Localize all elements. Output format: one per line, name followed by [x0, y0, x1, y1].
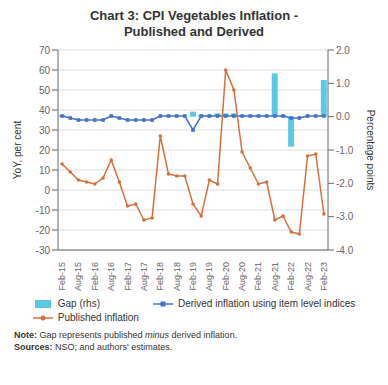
html-text:Published inflation: Published inflation — [57, 312, 139, 323]
svg-text:Aug-19: Aug-19 — [204, 262, 214, 291]
svg-text:-2.0: -2.0 — [336, 178, 354, 189]
svg-text:Feb-19: Feb-19 — [188, 262, 198, 291]
html-text:Note: Gap represents published: Note: Gap represents published minus der… — [14, 330, 238, 340]
svg-text:60: 60 — [39, 65, 51, 76]
svg-text:30: 30 — [39, 125, 51, 136]
html-text:Published and Derived: Published and Derived — [123, 24, 265, 39]
svg-text:Feb-22: Feb-22 — [286, 262, 296, 291]
svg-text:Feb-20: Feb-20 — [221, 262, 231, 291]
svg-text:Percentage points: Percentage points — [365, 110, 376, 191]
svg-text:0.0: 0.0 — [336, 111, 350, 122]
html-text:Chart 3: CPI Vegetables Inflat: Chart 3: CPI Vegetables Inflation - — [90, 8, 298, 23]
svg-text:Feb-17: Feb-17 — [123, 262, 133, 291]
svg-text:10: 10 — [39, 165, 51, 176]
svg-text:Aug-21: Aug-21 — [270, 262, 280, 291]
svg-text:-3.0: -3.0 — [336, 211, 354, 222]
svg-text:1.0: 1.0 — [336, 78, 350, 89]
svg-text:Feb-21: Feb-21 — [253, 262, 263, 291]
svg-text:2.0: 2.0 — [336, 45, 350, 56]
svg-text:Aug-16: Aug-16 — [106, 262, 116, 291]
svg-text:-4.0: -4.0 — [336, 245, 354, 256]
svg-text:-30: -30 — [36, 245, 51, 256]
svg-text:Feb-23: Feb-23 — [319, 262, 329, 291]
svg-text:Feb-18: Feb-18 — [155, 262, 165, 291]
html-text:Gap (rhs): Gap (rhs) — [57, 298, 100, 309]
html-text:Derived inflation using item l: Derived inflation using item level indic… — [177, 298, 356, 309]
svg-text:Feb-16: Feb-16 — [90, 262, 100, 291]
svg-text:Aug-20: Aug-20 — [237, 262, 247, 291]
svg-text:Aug-22: Aug-22 — [303, 262, 313, 291]
svg-text:40: 40 — [39, 105, 51, 116]
svg-text:-1.0: -1.0 — [336, 145, 354, 156]
svg-text:Aug-18: Aug-18 — [172, 262, 182, 291]
html-text:Sources: NSO; and authors' est: Sources: NSO; and authors' estimates. — [14, 342, 173, 352]
svg-text:20: 20 — [39, 145, 51, 156]
svg-text:0: 0 — [44, 185, 50, 196]
svg-text:-20: -20 — [36, 225, 51, 236]
svg-text:-10: -10 — [36, 205, 51, 216]
svg-text:50: 50 — [39, 85, 51, 96]
svg-text:Aug-17: Aug-17 — [139, 262, 149, 291]
svg-text:YoY, per cent: YoY, per cent — [12, 121, 23, 180]
svg-text:Feb-15: Feb-15 — [57, 262, 67, 291]
svg-text:Aug-15: Aug-15 — [73, 262, 83, 291]
svg-text:70: 70 — [39, 45, 51, 56]
